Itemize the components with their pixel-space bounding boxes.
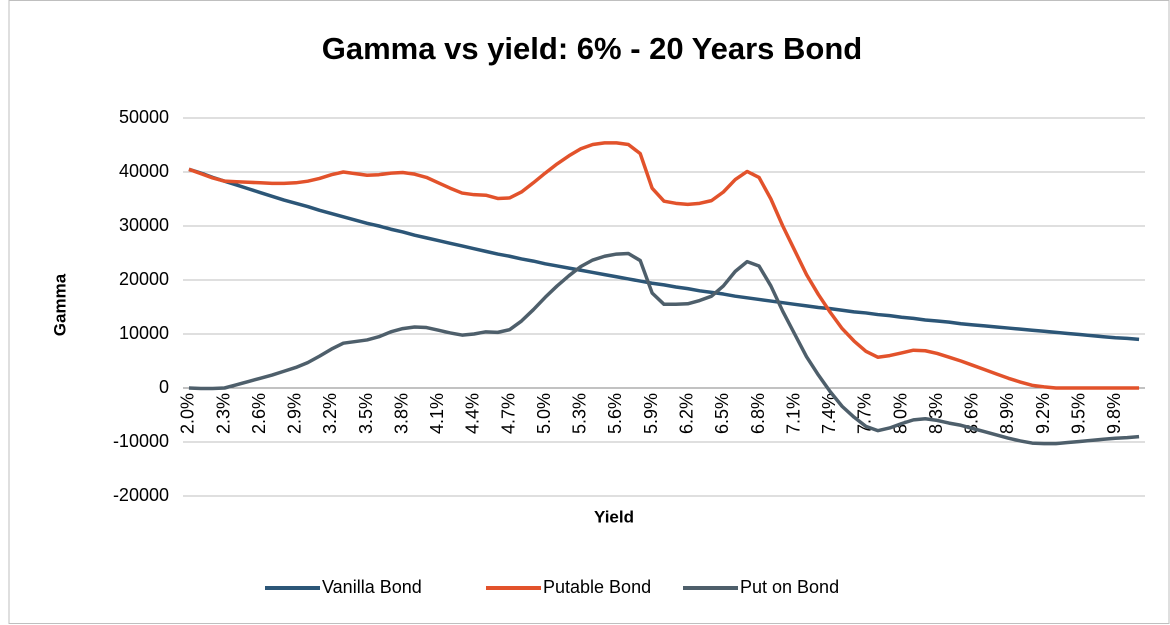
x-tick-label: 2.0% — [178, 393, 198, 434]
x-tick-label: 2.6% — [249, 393, 269, 434]
x-tick-label: 5.9% — [641, 393, 661, 434]
y-tick-label: 10000 — [119, 323, 169, 343]
x-tick-label: 8.6% — [962, 393, 982, 434]
y-axis-title: Gamma — [50, 273, 69, 336]
x-tick-label: 9.8% — [1104, 393, 1124, 434]
series-line — [188, 167, 1140, 342]
x-axis-title: Yield — [594, 507, 634, 526]
y-tick-label: -20000 — [113, 485, 169, 505]
x-tick-label: 4.4% — [463, 393, 483, 434]
y-tick-label: 20000 — [119, 269, 169, 289]
x-tick-label: 7.1% — [783, 393, 803, 434]
x-tick-label: 7.4% — [819, 393, 839, 434]
legend-label: Put on Bond — [740, 577, 839, 597]
y-tick-label: 40000 — [119, 161, 169, 181]
x-tick-label: 9.5% — [1068, 393, 1088, 434]
x-tick-label: 7.7% — [855, 393, 875, 434]
x-tick-label: 6.2% — [677, 393, 697, 434]
y-tick-label: 30000 — [119, 215, 169, 235]
x-tick-label: 8.9% — [997, 393, 1017, 434]
x-tick-label: 5.6% — [605, 393, 625, 434]
legend-label: Vanilla Bond — [322, 577, 422, 597]
y-tick-label: 50000 — [119, 107, 169, 127]
y-tick-label: 0 — [159, 377, 169, 397]
legend-label: Putable Bond — [543, 577, 651, 597]
x-tick-label: 5.0% — [534, 393, 554, 434]
x-tick-label: 6.8% — [748, 393, 768, 434]
x-tick-label: 2.9% — [285, 393, 305, 434]
series-line — [188, 141, 1140, 390]
x-tick-label: 3.5% — [356, 393, 376, 434]
x-tick-label: 4.7% — [498, 393, 518, 434]
x-tick-label: 4.1% — [427, 393, 447, 434]
x-tick-label: 3.8% — [391, 393, 411, 434]
x-tick-label: 5.3% — [570, 393, 590, 434]
chart-frame — [8, 0, 1170, 624]
y-tick-label: -10000 — [113, 431, 169, 451]
x-tick-label: 6.5% — [712, 393, 732, 434]
x-tick-label: 9.2% — [1033, 393, 1053, 434]
x-tick-label: 3.2% — [320, 393, 340, 434]
chart-title: Gamma vs yield: 6% - 20 Years Bond — [322, 31, 862, 66]
x-tick-label: 2.3% — [213, 393, 233, 434]
series-line — [188, 251, 1140, 446]
x-tick-label: 8.3% — [926, 393, 946, 434]
